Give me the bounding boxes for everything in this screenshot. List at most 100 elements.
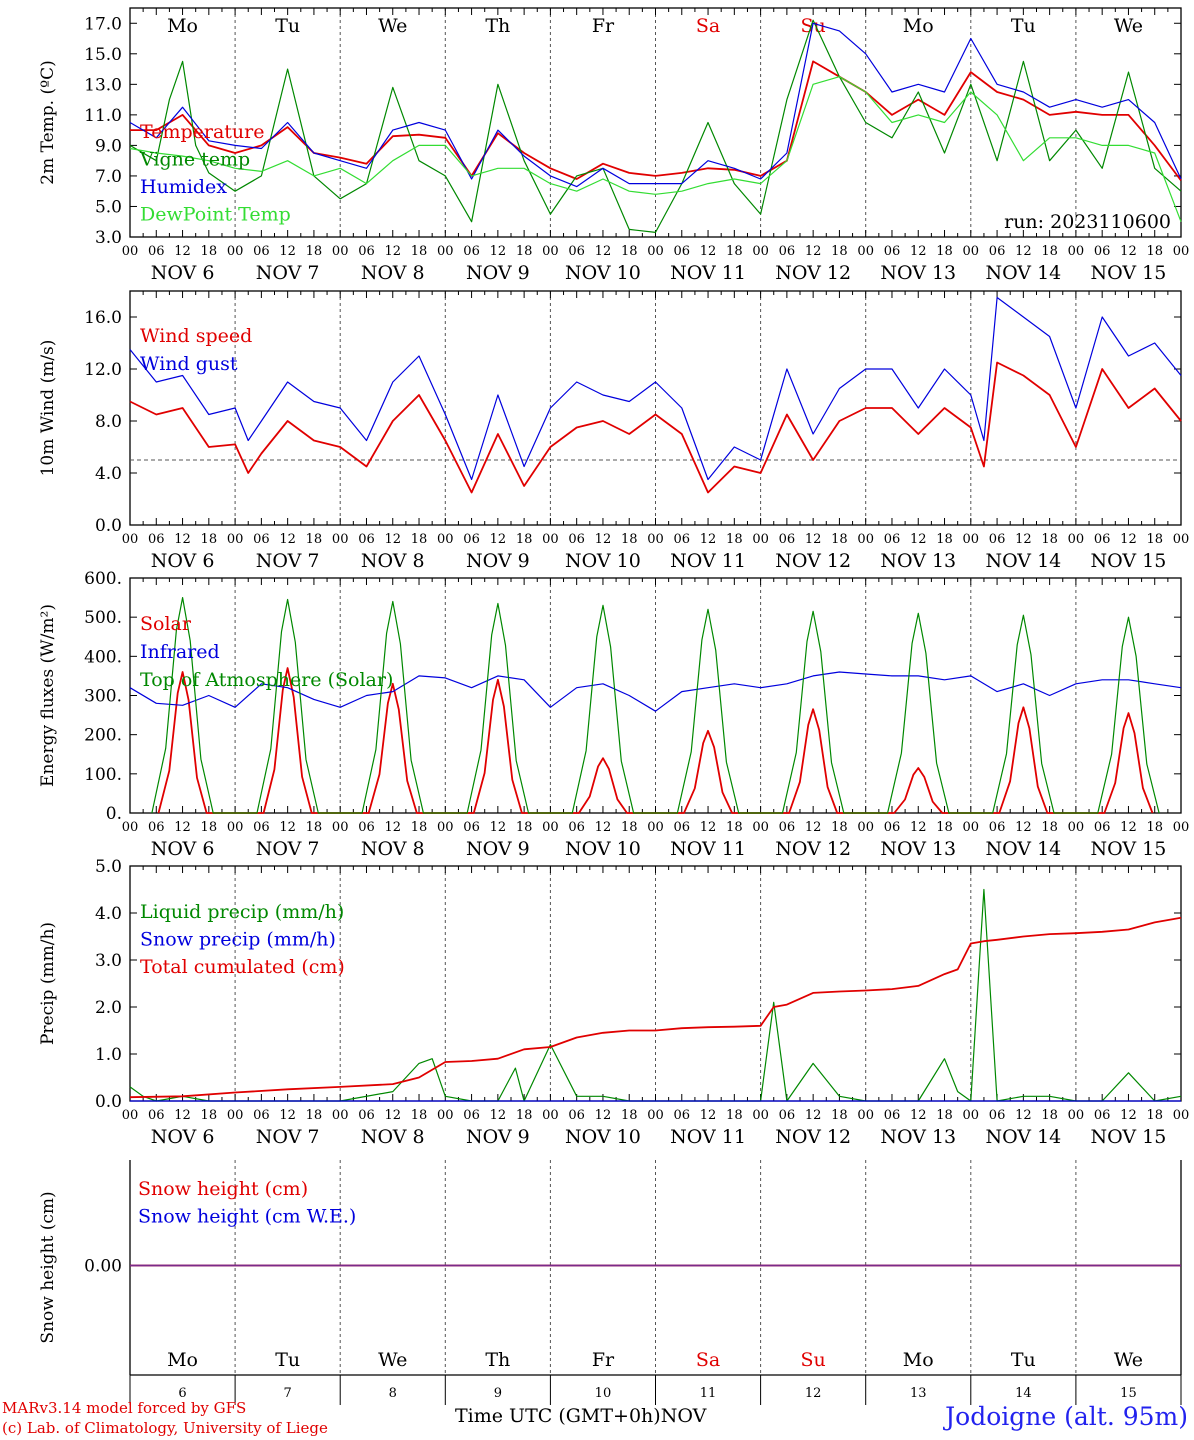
hour-label: 00 <box>437 244 454 259</box>
hour-label: 12 <box>595 820 612 835</box>
hour-label: 06 <box>463 244 480 259</box>
hour-label: 12 <box>1015 1108 1032 1123</box>
y-axis-title: 2m Temp. (ºC) <box>38 60 58 185</box>
hour-label: 18 <box>936 532 953 547</box>
credit-line-1: MARv3.14 model forced by GFS <box>2 1399 247 1417</box>
day-number: 10 <box>595 1386 612 1401</box>
hour-label: 06 <box>148 1108 165 1123</box>
hour-label: 00 <box>1068 820 1085 835</box>
hour-label: 18 <box>621 820 638 835</box>
hour-label: 12 <box>490 244 507 259</box>
hour-label: 12 <box>174 820 191 835</box>
hour-label: 00 <box>122 1108 139 1123</box>
series-line-total-cumulated-cm <box>129 916 1182 1099</box>
hour-label: 00 <box>647 244 664 259</box>
weekday-label: Sa <box>696 1349 720 1371</box>
hour-label: 00 <box>122 244 139 259</box>
hour-label: 18 <box>516 1108 533 1123</box>
legend-entry: Top of Atmosphere (Solar) <box>140 669 393 691</box>
hour-label: 12 <box>1015 244 1032 259</box>
date-label: NOV 11 <box>670 262 746 284</box>
y-tick-label: 4.0 <box>95 464 122 484</box>
hour-label: 06 <box>568 820 585 835</box>
hour-label: 00 <box>1173 532 1190 547</box>
date-label: NOV 13 <box>880 838 956 860</box>
weekday-label: Mo <box>167 15 198 37</box>
day-number: 9 <box>494 1386 502 1401</box>
day-number: 14 <box>1015 1386 1032 1401</box>
legend-entry: Wind gust <box>140 353 238 375</box>
hour-label: 12 <box>279 1108 296 1123</box>
y-tick-label: 15.0 <box>84 45 122 65</box>
hour-label: 06 <box>989 1108 1006 1123</box>
y-tick-label: 5.0 <box>95 197 122 217</box>
date-label: NOV 10 <box>565 262 641 284</box>
panel-3: 00 06 12 18 00 06 12 18 00 06 12 18 00 06 12 18 00 06 12 18… <box>38 569 1189 860</box>
y-tick-label: 13.0 <box>84 75 122 95</box>
hour-label: 00 <box>1068 244 1085 259</box>
hour-label: 18 <box>516 820 533 835</box>
hour-label: 12 <box>1120 244 1137 259</box>
hour-label: 06 <box>884 1108 901 1123</box>
hour-label: 00 <box>647 1108 664 1123</box>
hour-label: 00 <box>437 820 454 835</box>
hour-label: 06 <box>253 820 270 835</box>
hour-label: 00 <box>227 820 244 835</box>
date-label: NOV 6 <box>151 262 215 284</box>
hour-label: 18 <box>201 244 218 259</box>
hour-label: 06 <box>253 532 270 547</box>
hour-label: 18 <box>201 532 218 547</box>
date-label: NOV 12 <box>775 838 851 860</box>
hour-label: 06 <box>1094 820 1111 835</box>
hour-label: 12 <box>1015 532 1032 547</box>
hour-label: 00 <box>332 244 349 259</box>
x-axis-title-text: Time UTC (GMT+0h) <box>455 1405 661 1427</box>
panel-5: 0.00 Snow height (cm) Snow height (cm) Snow… <box>38 1160 1182 1405</box>
series-line-humidex <box>129 22 1182 188</box>
date-label: NOV 14 <box>985 838 1061 860</box>
hour-label: 12 <box>384 244 401 259</box>
y-tick-label: 0.0 <box>95 1092 122 1112</box>
date-label: NOV 8 <box>361 262 425 284</box>
hour-label: 12 <box>805 1108 822 1123</box>
hour-label: 00 <box>1173 820 1190 835</box>
hour-label: 00 <box>227 532 244 547</box>
hour-label: 00 <box>1068 1108 1085 1123</box>
weekday-label: Tu <box>275 1349 300 1371</box>
date-label: NOV 12 <box>775 550 851 572</box>
hour-label: 12 <box>805 532 822 547</box>
date-label: NOV 7 <box>256 550 320 572</box>
hour-label: 06 <box>463 820 480 835</box>
date-label: NOV 11 <box>670 838 746 860</box>
date-label: NOV 13 <box>880 262 956 284</box>
hour-label: 06 <box>568 1108 585 1123</box>
hour-label: 00 <box>857 1108 874 1123</box>
hour-label: 06 <box>884 532 901 547</box>
station-name: Jodoigne (alt. 95m) <box>945 1402 1188 1431</box>
hour-label: 12 <box>174 532 191 547</box>
run-annotation: run: 2023110600 <box>1004 211 1171 233</box>
hour-label: 12 <box>700 1108 717 1123</box>
date-label: NOV 9 <box>466 262 530 284</box>
hour-label: 12 <box>595 1108 612 1123</box>
hour-label: 18 <box>1146 532 1163 547</box>
hour-label: 12 <box>1120 532 1137 547</box>
hour-label: 12 <box>805 820 822 835</box>
weekday-label: Tu <box>1011 1349 1036 1371</box>
y-tick-label: 17.0 <box>84 14 122 34</box>
hour-label: 18 <box>306 244 323 259</box>
hour-label: 06 <box>1094 1108 1111 1123</box>
weekday-label: Mo <box>903 1349 934 1371</box>
panel-1: 00 06 12 18 00 06 12 18 00 06 12 18 00 06 12 18 00 06 12 18… <box>38 7 1189 284</box>
legend-entry: Infrared <box>140 641 220 663</box>
series-line-vigne-temp <box>129 19 1182 233</box>
y-tick-label: 12.0 <box>84 360 122 380</box>
x-axis-title: Time UTC (GMT+0h)NOV <box>455 1405 706 1427</box>
hour-label: 12 <box>174 1108 191 1123</box>
date-label: NOV 7 <box>256 262 320 284</box>
day-number: 15 <box>1120 1386 1137 1401</box>
date-label: NOV 13 <box>880 550 956 572</box>
day-number: 13 <box>910 1386 927 1401</box>
hour-label: 18 <box>1146 1108 1163 1123</box>
hour-label: 12 <box>1015 820 1032 835</box>
